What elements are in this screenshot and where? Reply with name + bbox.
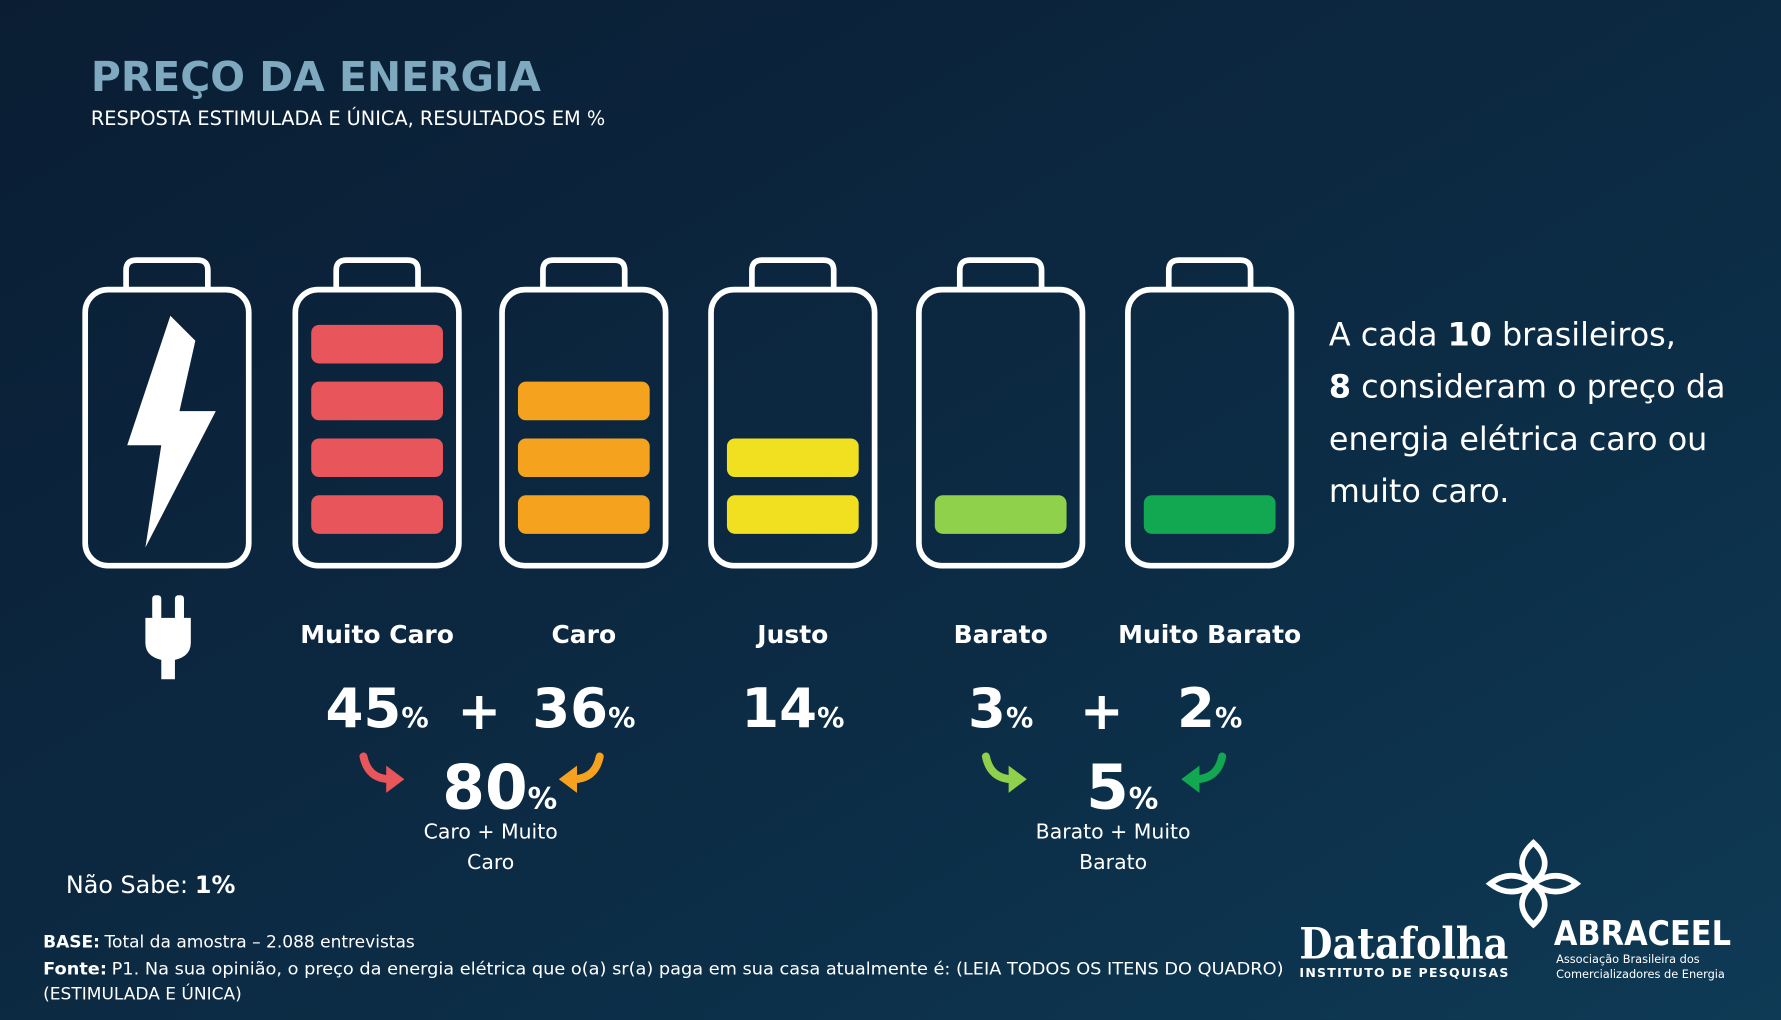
abraceel-petal (1531, 872, 1582, 895)
arrow-head (1008, 765, 1027, 793)
value-number: 45 (326, 676, 402, 740)
callout: A cada 10 brasileiros, 8 consideram o pre… (1329, 309, 1749, 518)
category-label: Caro (551, 620, 616, 649)
value-number: 2 (1177, 676, 1215, 740)
nao-sabe-value: 1 (195, 871, 212, 899)
value-number: 14 (741, 676, 817, 740)
base-line: BASE: Total da amostra – 2.088 entrevista… (43, 932, 415, 952)
battery-body (1125, 286, 1295, 569)
battery-body (499, 286, 669, 569)
category-label: Barato (954, 620, 1048, 649)
battery-segment (1143, 495, 1276, 534)
category-label: Muito Barato (1118, 620, 1301, 649)
value-unit: % (1215, 703, 1242, 734)
arrow-head (558, 765, 578, 793)
battery-body (292, 286, 462, 569)
battery-cap (540, 257, 628, 290)
plug-icon (145, 595, 191, 680)
value-label: 14% (741, 676, 844, 740)
battery-cap (1165, 257, 1254, 290)
abraceel-symbol (1485, 838, 1582, 929)
abraceel-sub: Associação Brasileira dos (1556, 952, 1700, 966)
battery-segment (311, 324, 443, 364)
value-label: 2% (1177, 676, 1242, 740)
callout-number: 10 (1447, 315, 1492, 354)
group-caption: Caro (467, 850, 514, 874)
callout-box: A cada 10 brasileiros, 8 consideram o pre… (1329, 309, 1749, 518)
group-caption: Barato + Muito (1036, 819, 1191, 843)
value-number: 3 (968, 676, 1006, 740)
value-label: 36% (532, 676, 635, 740)
battery-cap (123, 257, 211, 290)
group-number: 5 (1086, 753, 1129, 824)
value-number: 36 (532, 676, 608, 740)
fonte-text: P1. Na sua opinião, o preço da energia e… (112, 960, 1284, 980)
nao-sabe-label: Não Sabe: (66, 871, 188, 899)
abraceel-petal (1519, 838, 1548, 886)
fonte-label: Fonte: (43, 960, 107, 980)
callout-text: consideram o preço da energia elétrica c… (1328, 368, 1726, 510)
battery-segment (726, 438, 859, 478)
battery-cap (333, 257, 421, 290)
group-caption: Barato (1079, 850, 1147, 874)
subtitle: RESPOSTA ESTIMULADA E ÚNICA, RESULTADOS … (91, 106, 605, 130)
callout-text: brasileiros, (1501, 315, 1676, 354)
datafolha-logo: Datafolha (1299, 919, 1508, 970)
plus-sign: + (457, 682, 501, 742)
group-total: 5% (1086, 753, 1158, 824)
title: PREÇO DA ENERGIA (91, 53, 541, 101)
arrow-head (1181, 765, 1200, 793)
arrow-head (386, 765, 405, 793)
lightning-icon (127, 315, 216, 548)
callout-number: 8 (1328, 368, 1352, 406)
nao-sabe: Não Sabe: 1% (66, 871, 236, 899)
base-text: Total da amostra – 2.088 entrevistas (104, 932, 415, 952)
value-unit: % (1006, 703, 1033, 734)
plus-sign: + (1080, 682, 1124, 742)
value-label: 45% (326, 676, 429, 740)
battery-cap (749, 257, 837, 290)
battery-segment (726, 495, 859, 534)
battery-segment (517, 495, 650, 534)
value-label: 3% (968, 676, 1033, 740)
group-caption: Caro + Muito (424, 819, 558, 843)
battery-body (708, 286, 878, 569)
abraceel-sub: Comercializadores de Energia (1556, 967, 1725, 981)
battery-segment (517, 381, 650, 421)
base-label: BASE: (43, 932, 100, 952)
battery-body (916, 286, 1086, 569)
callout-text: A cada (1328, 315, 1438, 354)
group-number: 80 (442, 753, 527, 824)
battery-segment (311, 438, 443, 478)
battery-segment (934, 495, 1067, 534)
value-unit: % (817, 703, 844, 734)
category-label: Justo (755, 620, 828, 649)
fonte-line: Fonte: P1. Na sua opinião, o preço da ene… (43, 960, 1283, 980)
nao-sabe-unit: % (211, 871, 235, 899)
fonte-line-2: (ESTIMULADA E ÚNICA) (43, 983, 242, 1005)
battery-segment (311, 381, 443, 421)
abraceel-petal (1485, 872, 1536, 895)
group-unit: % (1129, 782, 1159, 816)
battery-cap (956, 257, 1045, 290)
value-unit: % (401, 703, 428, 734)
value-unit: % (608, 703, 635, 734)
battery-segment (517, 438, 650, 478)
abraceel-petal (1519, 881, 1548, 929)
group-unit: % (528, 782, 558, 816)
abraceel-logo: ABRACEEL (1554, 914, 1731, 954)
group-total: 80% (442, 753, 557, 824)
category-label: Muito Caro (300, 620, 454, 649)
battery-segment (311, 495, 443, 534)
battery-body (82, 286, 252, 569)
